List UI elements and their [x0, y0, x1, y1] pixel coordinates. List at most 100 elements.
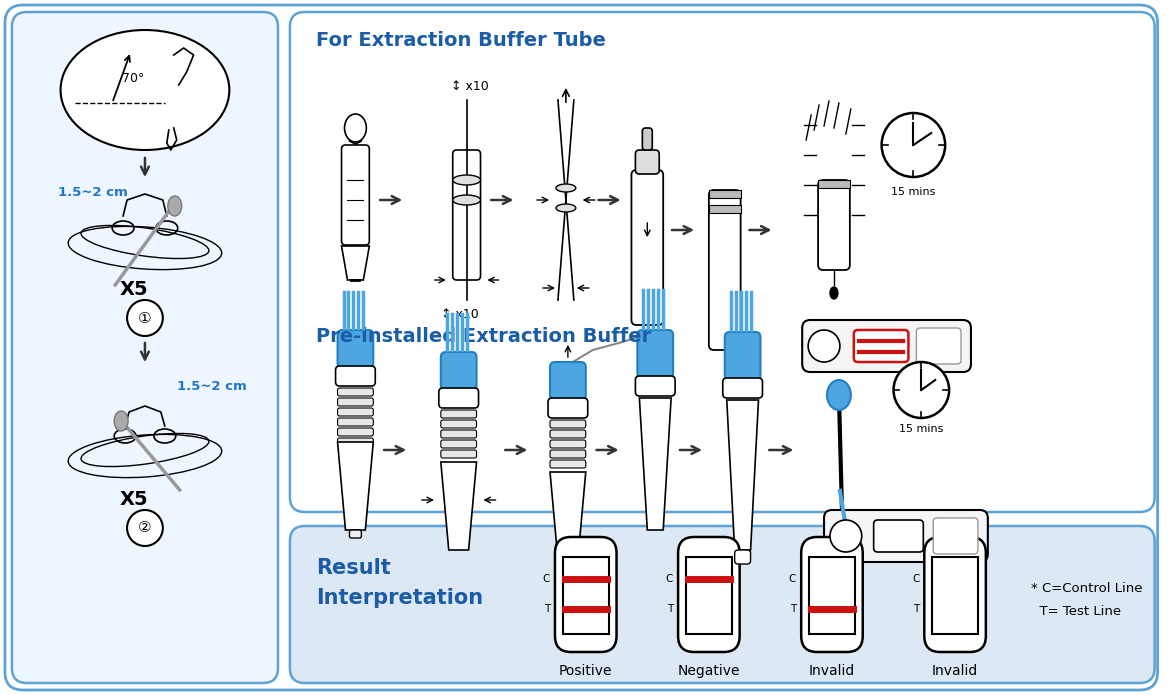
Text: T: T: [790, 604, 796, 614]
Text: * C=Control Line
  T= Test Line: * C=Control Line T= Test Line: [1030, 582, 1142, 618]
Text: 1.5~2 cm: 1.5~2 cm: [177, 380, 246, 393]
FancyBboxPatch shape: [643, 128, 652, 150]
Polygon shape: [440, 462, 477, 550]
Ellipse shape: [453, 175, 480, 185]
FancyBboxPatch shape: [337, 418, 374, 426]
Bar: [708, 205, 740, 213]
FancyBboxPatch shape: [637, 330, 673, 378]
Text: For Extraction Buffer Tube: For Extraction Buffer Tube: [316, 31, 605, 50]
FancyBboxPatch shape: [337, 438, 374, 446]
FancyBboxPatch shape: [819, 180, 850, 270]
FancyBboxPatch shape: [636, 376, 676, 396]
FancyBboxPatch shape: [854, 330, 909, 362]
FancyBboxPatch shape: [678, 537, 740, 652]
Bar: [708, 190, 740, 198]
FancyBboxPatch shape: [337, 330, 374, 368]
Ellipse shape: [115, 411, 128, 431]
Circle shape: [128, 300, 163, 336]
Circle shape: [808, 330, 840, 362]
Text: X5: X5: [119, 280, 148, 299]
Circle shape: [830, 520, 862, 552]
FancyBboxPatch shape: [440, 430, 477, 438]
Ellipse shape: [556, 184, 576, 192]
Text: 1.5~2 cm: 1.5~2 cm: [57, 186, 128, 199]
Bar: [932, 557, 978, 634]
Circle shape: [128, 510, 163, 546]
Polygon shape: [342, 246, 369, 280]
FancyBboxPatch shape: [550, 430, 586, 438]
FancyBboxPatch shape: [874, 520, 923, 552]
FancyBboxPatch shape: [440, 420, 477, 428]
Text: Invalid: Invalid: [932, 664, 978, 678]
FancyBboxPatch shape: [290, 526, 1155, 683]
Text: Invalid: Invalid: [809, 664, 855, 678]
FancyBboxPatch shape: [440, 352, 477, 390]
FancyBboxPatch shape: [5, 5, 1158, 690]
Bar: [809, 557, 855, 634]
FancyBboxPatch shape: [550, 440, 586, 448]
FancyBboxPatch shape: [342, 145, 369, 245]
Ellipse shape: [167, 196, 182, 216]
Ellipse shape: [453, 195, 480, 205]
FancyBboxPatch shape: [555, 537, 617, 652]
FancyBboxPatch shape: [734, 550, 751, 564]
Polygon shape: [337, 442, 374, 530]
Text: C: C: [666, 574, 673, 584]
FancyBboxPatch shape: [933, 518, 978, 554]
Text: Positive: Positive: [559, 664, 612, 678]
FancyBboxPatch shape: [337, 388, 374, 396]
Text: 70°: 70°: [122, 72, 144, 85]
FancyBboxPatch shape: [725, 332, 760, 380]
Text: ②: ②: [138, 521, 152, 536]
FancyBboxPatch shape: [290, 12, 1155, 512]
Text: 15 mins: 15 mins: [899, 424, 944, 434]
Text: C: C: [789, 574, 796, 584]
FancyBboxPatch shape: [550, 420, 586, 428]
FancyBboxPatch shape: [636, 150, 659, 174]
FancyBboxPatch shape: [12, 12, 278, 683]
Text: X5: X5: [119, 490, 148, 509]
FancyBboxPatch shape: [723, 378, 762, 398]
Text: ①: ①: [138, 311, 152, 325]
FancyBboxPatch shape: [550, 450, 586, 458]
FancyBboxPatch shape: [548, 398, 588, 418]
Text: Result
Interpretation: Result Interpretation: [316, 558, 482, 607]
Text: C: C: [912, 574, 919, 584]
Text: Negative: Negative: [678, 664, 740, 678]
FancyBboxPatch shape: [440, 440, 477, 448]
FancyBboxPatch shape: [439, 388, 479, 408]
FancyBboxPatch shape: [631, 170, 663, 325]
FancyBboxPatch shape: [917, 328, 961, 364]
FancyBboxPatch shape: [440, 450, 477, 458]
Text: Pre-installed Extraction Buffer: Pre-installed Extraction Buffer: [316, 327, 651, 346]
Ellipse shape: [827, 380, 851, 410]
FancyBboxPatch shape: [802, 320, 971, 372]
FancyBboxPatch shape: [337, 398, 374, 406]
Polygon shape: [639, 398, 671, 530]
FancyBboxPatch shape: [824, 510, 988, 562]
Text: ↕ x10: ↕ x10: [440, 308, 479, 321]
FancyBboxPatch shape: [550, 362, 586, 400]
FancyBboxPatch shape: [801, 537, 863, 652]
Ellipse shape: [556, 204, 576, 212]
Text: 15 mins: 15 mins: [891, 187, 936, 197]
FancyBboxPatch shape: [349, 530, 362, 538]
Text: T: T: [543, 604, 550, 614]
FancyBboxPatch shape: [336, 366, 375, 386]
FancyBboxPatch shape: [550, 460, 586, 468]
FancyBboxPatch shape: [708, 190, 740, 350]
FancyBboxPatch shape: [453, 150, 480, 280]
Text: T: T: [666, 604, 673, 614]
Bar: [563, 557, 609, 634]
Text: ↕ x10: ↕ x10: [451, 80, 488, 93]
FancyBboxPatch shape: [924, 537, 986, 652]
Bar: [686, 557, 732, 634]
FancyBboxPatch shape: [440, 410, 477, 418]
Ellipse shape: [830, 287, 838, 299]
Circle shape: [882, 113, 945, 177]
Text: T: T: [913, 604, 919, 614]
Polygon shape: [727, 400, 759, 550]
Ellipse shape: [61, 30, 230, 150]
Polygon shape: [550, 472, 586, 560]
Text: C: C: [542, 574, 550, 584]
